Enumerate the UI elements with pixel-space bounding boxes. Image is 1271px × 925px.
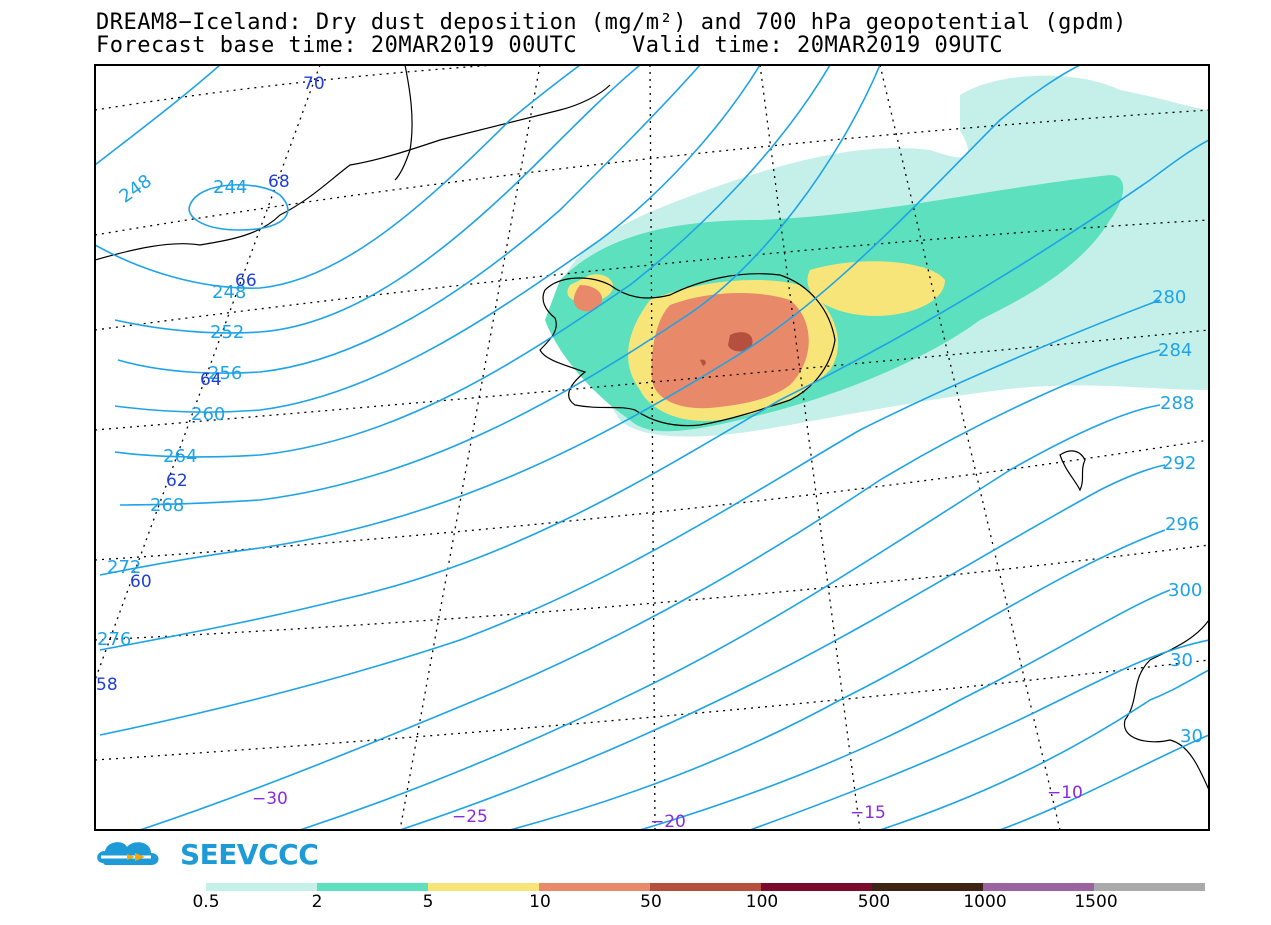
contour-label: 276 <box>97 629 131 650</box>
contour-label: 288 <box>1160 393 1194 414</box>
legend-label: 2 <box>311 892 323 912</box>
graticule <box>95 65 1209 830</box>
longitude-label: −30 <box>252 789 288 809</box>
legend-swatch <box>872 883 983 891</box>
greenland-coast <box>95 84 611 261</box>
contour-label: 252 <box>210 322 244 343</box>
color-legend <box>206 883 1205 891</box>
geopotential-contours <box>95 65 1209 830</box>
longitude-label: −10 <box>1047 783 1083 803</box>
contour-label: 30 <box>1180 726 1203 747</box>
legend-label: 10 <box>529 892 551 912</box>
map-title: DREAM8−Iceland: Dry dust deposition (mg/… <box>96 10 1127 35</box>
legend-label: 1000 <box>963 892 1007 912</box>
latitude-label: 60 <box>130 572 152 592</box>
latitude-label: 58 <box>96 675 118 695</box>
longitude-labels: −30 −25 −20 −15 −10 <box>252 783 1083 832</box>
legend-swatch <box>1094 883 1205 891</box>
latitude-labels: 70 68 66 64 62 60 58 <box>96 74 325 695</box>
contour-label: 264 <box>163 446 197 467</box>
latitude-label: 68 <box>268 172 290 192</box>
greenland-coast-inner <box>394 65 413 181</box>
iceland-coast <box>539 273 836 427</box>
latitude-label: 62 <box>166 471 188 491</box>
geopotential-labels: 248 244 248 252 256 260 264 268 272 276 … <box>97 171 1203 747</box>
legend-label: 5 <box>422 892 434 912</box>
longitude-label: −15 <box>850 803 886 823</box>
logo-text: SEEVCCC <box>180 838 319 871</box>
contour-label: 272 <box>107 557 141 578</box>
legend-label: 1500 <box>1074 892 1118 912</box>
contour-label: 280 <box>1152 287 1186 308</box>
contour-label: 248 <box>212 282 246 303</box>
contour-label: 300 <box>1168 580 1202 601</box>
legend-swatch <box>206 883 317 891</box>
cloud-arrow-icon <box>97 842 159 865</box>
faroe-coast <box>1059 450 1086 492</box>
legend-swatch <box>317 883 428 891</box>
contour-label: 244 <box>213 177 247 198</box>
contour-label: 260 <box>191 404 225 425</box>
latitude-label: 64 <box>200 370 222 390</box>
contour-label: 256 <box>208 363 242 384</box>
legend-swatch <box>539 883 650 891</box>
longitude-label: −25 <box>452 807 488 827</box>
legend-label: 500 <box>857 892 891 912</box>
contour-label: 268 <box>150 495 184 516</box>
legend-label: 100 <box>745 892 779 912</box>
latitude-label: 66 <box>235 271 257 291</box>
contour-label: 292 <box>1162 453 1196 474</box>
dust-zone-50 <box>700 332 753 366</box>
contour-label: 248 <box>116 171 156 208</box>
legend-label: 0.5 <box>192 892 220 912</box>
norway-coast <box>1123 619 1209 791</box>
legend-swatch <box>983 883 1094 891</box>
legend-swatch <box>650 883 761 891</box>
map-subtitle: Forecast base time: 20MAR2019 00UTC Vali… <box>96 33 1004 58</box>
map-frame <box>94 64 1210 831</box>
legend-label: 50 <box>640 892 662 912</box>
contour-label: 296 <box>1165 514 1199 535</box>
contour-label: 30 <box>1170 650 1193 671</box>
dust-zone-10 <box>573 285 809 409</box>
legend-swatch <box>428 883 539 891</box>
legend-swatch <box>761 883 872 891</box>
contour-label: 284 <box>1158 340 1192 361</box>
latitude-label: 70 <box>303 74 325 94</box>
dust-field-layer <box>545 75 1209 437</box>
longitude-label: −20 <box>650 812 686 832</box>
